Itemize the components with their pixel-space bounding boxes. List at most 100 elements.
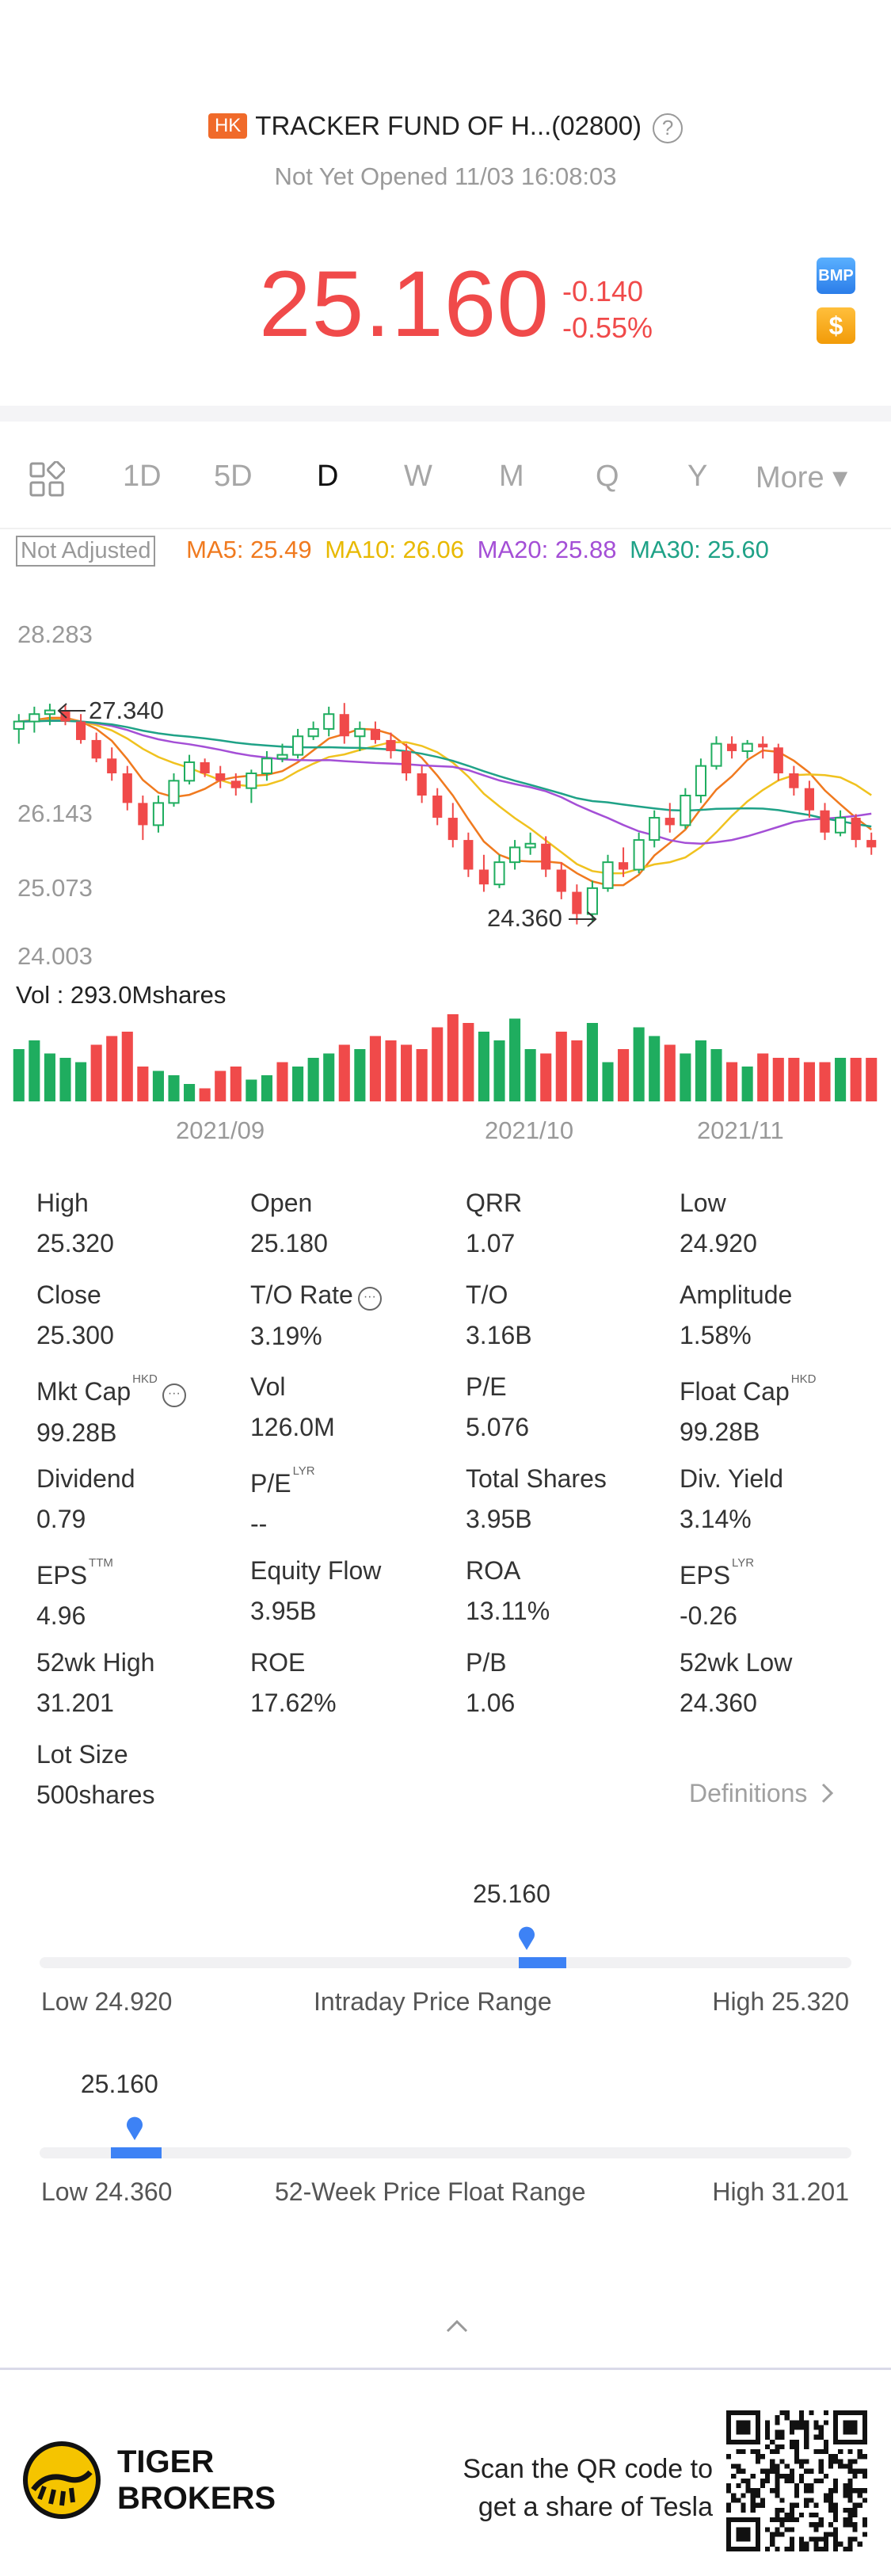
qr-module — [770, 2468, 775, 2474]
candle-body — [370, 728, 380, 740]
qr-module — [789, 2420, 794, 2425]
volume-bar — [184, 1084, 196, 1101]
tab-5d[interactable]: 5D — [214, 460, 253, 493]
qr-module — [726, 2527, 732, 2532]
candle — [184, 754, 196, 784]
tab-1d[interactable]: 1D — [123, 460, 162, 493]
qr-module — [833, 2439, 839, 2444]
stat-cell[interactable]: T/O Rate ··· 3.19% — [250, 1280, 464, 1351]
qr-module — [843, 2410, 848, 2416]
stat-label-text: QRR — [466, 1189, 523, 1217]
qr-module — [813, 2478, 819, 2484]
qr-module — [852, 2527, 858, 2532]
stat-label-text: P/E — [466, 1372, 507, 1401]
candlestick-chart[interactable]: 28.283 26.143 25.073 24.003 27.340 24.360 V… — [0, 586, 891, 1157]
grid-layout-icon[interactable] — [29, 461, 65, 498]
qr-module — [736, 2425, 741, 2430]
qr-module — [755, 2541, 760, 2547]
stat-label: ROE — [250, 1648, 464, 1677]
tab-y[interactable]: Y — [687, 460, 708, 493]
qr-module — [731, 2546, 737, 2551]
stat-unit-superscript: HKD — [132, 1372, 158, 1386]
qr-module — [789, 2502, 794, 2508]
qr-module — [804, 2439, 809, 2444]
tab-w[interactable]: W — [404, 460, 432, 493]
section-divider — [0, 406, 891, 422]
qr-module — [741, 2410, 746, 2416]
dollar-icon[interactable]: $ — [817, 307, 855, 344]
qr-module — [847, 2541, 853, 2547]
stat-unit-superscript: HKD — [790, 1372, 817, 1386]
qr-module — [852, 2502, 858, 2508]
qr-code-icon[interactable] — [726, 2410, 867, 2551]
qr-module — [789, 2536, 794, 2542]
qr-module — [765, 2527, 771, 2532]
candle-body — [432, 796, 443, 819]
bmp-badge[interactable]: BMP — [817, 258, 855, 294]
volume-bar — [741, 1067, 753, 1101]
volume-bar — [680, 1053, 691, 1101]
help-icon[interactable]: ? — [653, 113, 683, 143]
stat-cell: Lot Size 500shares — [36, 1740, 250, 1810]
stat-value: 3.95B — [250, 1597, 317, 1625]
volume-bar — [199, 1088, 211, 1101]
candle-body — [541, 843, 551, 870]
qr-module — [818, 2429, 824, 2435]
tab-q[interactable]: Q — [596, 460, 619, 493]
stat-value: 24.360 — [680, 1689, 757, 1717]
qr-module — [770, 2532, 775, 2537]
stat-value: 3.16B — [466, 1321, 532, 1349]
qr-module — [847, 2478, 853, 2484]
volume-bar — [524, 1049, 536, 1101]
qr-module — [852, 2420, 858, 2425]
candle — [13, 714, 25, 744]
tab-d[interactable]: D — [317, 460, 339, 493]
qr-module — [736, 2463, 741, 2469]
qr-module — [736, 2532, 741, 2537]
min-price-annotation: 24.360 — [487, 904, 562, 932]
qr-module — [818, 2459, 824, 2464]
qr-module — [731, 2410, 737, 2416]
qr-module — [818, 2425, 824, 2430]
volume-bar — [13, 1049, 25, 1101]
qr-module — [857, 2502, 862, 2508]
qr-module — [794, 2444, 800, 2450]
qr-module — [828, 2522, 834, 2528]
candle — [680, 788, 691, 830]
more-dots-icon[interactable]: ··· — [357, 1287, 382, 1311]
qr-module — [736, 2439, 741, 2444]
qr-module — [775, 2478, 780, 2484]
ma10-value: MA10: 26.06 — [325, 536, 465, 563]
qr-module — [755, 2493, 760, 2498]
qr-module — [760, 2478, 766, 2484]
qr-module — [843, 2546, 848, 2551]
adjust-toggle[interactable]: Not Adjusted — [16, 536, 156, 567]
qr-module — [823, 2444, 828, 2450]
candle-body — [524, 842, 536, 849]
qr-module — [809, 2410, 814, 2416]
qr-module — [813, 2420, 819, 2425]
market-status: Not Yet Opened 11/03 16:08:03 — [274, 162, 617, 190]
definitions-link[interactable]: Definitions — [689, 1779, 835, 1808]
candle-body — [710, 742, 722, 767]
ma10-line — [18, 718, 872, 875]
volume-bar — [369, 1036, 381, 1101]
candle — [292, 728, 304, 759]
qr-module — [852, 2459, 858, 2464]
chevron-up-icon[interactable] — [445, 2318, 469, 2334]
candle-body — [866, 840, 877, 848]
tab-m[interactable]: M — [499, 460, 524, 493]
qr-module — [847, 2483, 853, 2489]
stat-value: 1.58% — [680, 1321, 752, 1349]
candle-body — [586, 887, 598, 915]
qr-module — [741, 2536, 746, 2542]
qr-module — [813, 2425, 819, 2430]
stat-cell[interactable]: Mkt Cap HKD ··· 99.28B — [36, 1372, 250, 1448]
tab-more[interactable]: More ▾ — [756, 461, 848, 494]
more-dots-icon[interactable]: ··· — [162, 1383, 186, 1407]
qr-module — [736, 2536, 741, 2542]
stat-value: 13.11% — [466, 1597, 550, 1625]
qr-module — [828, 2507, 834, 2513]
stat-cell: High 25.320 — [36, 1189, 250, 1258]
qr-module — [779, 2522, 785, 2528]
